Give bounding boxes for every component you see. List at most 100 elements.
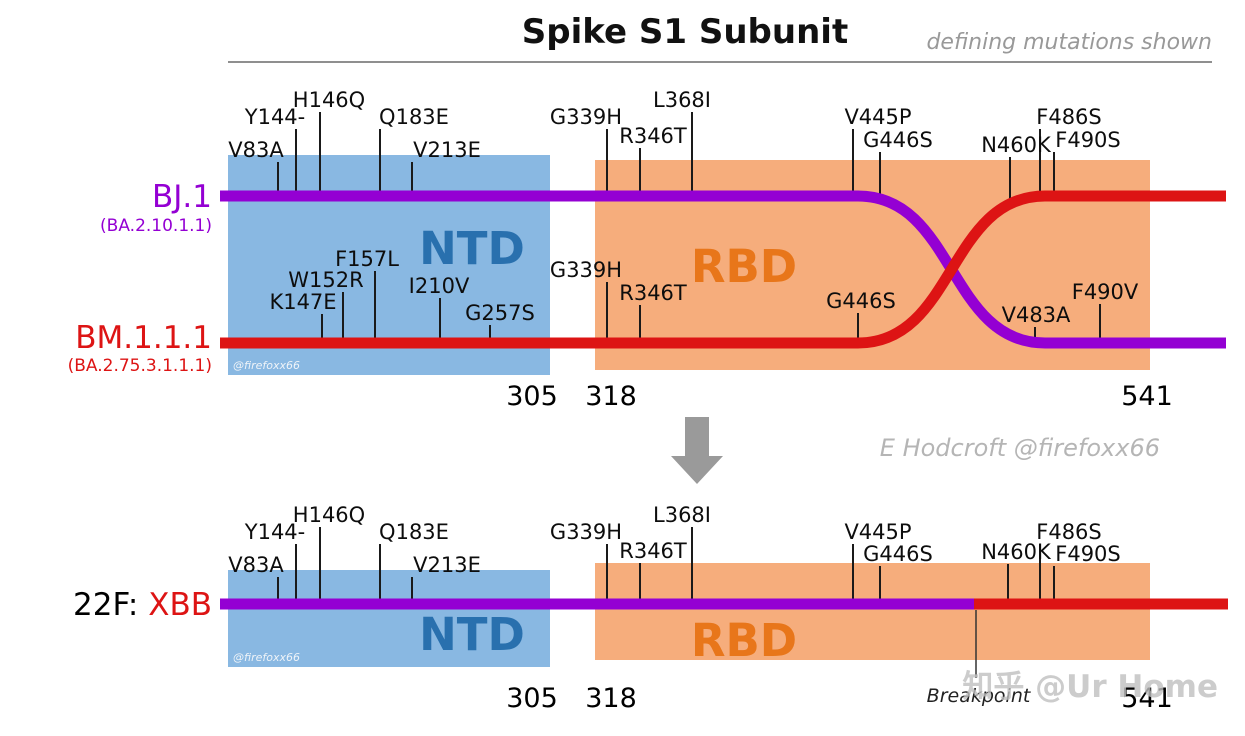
lineage-label-xbb: 22F: XBB [10, 587, 212, 623]
mutation-tick-n460k [1009, 157, 1011, 207]
mutation-label-v213e: V213E [413, 138, 481, 162]
axis-position-305: 305 [506, 683, 558, 714]
lineage-label-bm111: BM.1.1.1 [75, 320, 212, 356]
mutation-label-l368i: L368I [653, 88, 711, 112]
mutation-tick-f490s [1053, 566, 1055, 604]
mutation-tick-v213e [411, 162, 413, 196]
mutation-label-g339h: G339H [549, 520, 623, 544]
mutation-tick-w152r [342, 292, 344, 343]
mutation-tick-h146q [319, 527, 321, 604]
mutation-label-q183e: Q183E [379, 105, 449, 129]
mutation-label-r346t: R346T [619, 124, 687, 148]
mutation-tick-g257s [489, 325, 491, 343]
mutation-tick-g339h [606, 129, 608, 196]
axis-position-305: 305 [506, 381, 558, 412]
mutation-tick-r346t [639, 563, 641, 604]
lineage-label-bj1: BJ.1 [152, 179, 212, 215]
mutation-label-f157l: F157L [335, 247, 399, 271]
mutation-label-q183e: Q183E [379, 520, 449, 544]
lineage-clade-bm111: (BA.2.75.3.1.1.1) [67, 356, 212, 376]
mutation-label-g339h: G339H [549, 258, 623, 282]
axis-position-541: 541 [1121, 683, 1173, 714]
clade-prefix: 22F: [73, 587, 149, 623]
mutation-tick-f490v [1099, 304, 1101, 343]
variant-name: XBB [148, 587, 212, 623]
mutation-label-f490v: F490V [1071, 280, 1139, 304]
mutation-label-f486s: F486S [1036, 105, 1102, 129]
breakpoint-label: Breakpoint [926, 685, 1031, 707]
ntd-label-top: NTD [419, 222, 525, 275]
mutation-label-h146q: H146Q [292, 88, 366, 112]
mutation-label-i210v: I210V [408, 274, 470, 298]
mutation-tick-g446s [857, 313, 859, 343]
site-watermark: 知乎 @Ur Home [962, 669, 1218, 705]
mutation-label-v483a: V483A [1001, 303, 1071, 327]
mutation-tick-r346t [639, 305, 641, 343]
ntd-label-bottom: NTD [419, 608, 525, 661]
mutation-label-f486s: F486S [1036, 520, 1102, 544]
mutation-label-n460k: N460K [981, 133, 1051, 157]
mutation-label-k147e: K147E [269, 290, 337, 314]
mutation-tick-v83a [277, 162, 279, 196]
mutation-tick-v483a [1034, 327, 1036, 343]
mutation-label-v445p: V445P [844, 520, 912, 544]
mutation-label-l368i: L368I [653, 503, 711, 527]
mutation-label-g446s: G446S [826, 289, 896, 313]
mutation-label-v83a: V83A [228, 138, 284, 162]
mutation-label-y144-: Y144- [244, 105, 306, 129]
mutation-label-n460k: N460K [981, 540, 1051, 564]
mutation-tick-v213e [411, 577, 413, 604]
mutation-label-h146q: H146Q [292, 503, 366, 527]
ntd-region-box-bottom [228, 570, 550, 667]
rbd-region-box-bottom [595, 563, 1150, 660]
axis-position-318: 318 [585, 683, 637, 714]
mutation-tick-q183e [379, 544, 381, 604]
mutation-label-v445p: V445P [844, 105, 912, 129]
mutation-label-g446s: G446S [863, 128, 933, 152]
mutation-label-r346t: R346T [619, 281, 687, 305]
page-title: Spike S1 Subunit [521, 12, 849, 52]
mutation-tick-f486s [1039, 129, 1041, 196]
axis-position-318: 318 [585, 381, 637, 412]
attribution-tag-bottom: @firefoxx66 [233, 651, 301, 664]
mutation-label-r346t: R346T [619, 539, 687, 563]
lineage-clade-bj1: (BA.2.10.1.1) [100, 216, 212, 236]
mutation-label-g339h: G339H [549, 105, 623, 129]
mutation-tick-l368i [691, 112, 693, 196]
attribution-tag-top: @firefoxx66 [233, 359, 301, 372]
mutation-tick-l368i [691, 527, 693, 604]
mutation-label-v83a: V83A [228, 553, 284, 577]
axis-position-541: 541 [1121, 381, 1173, 412]
mutation-tick-v83a [277, 577, 279, 604]
mutation-tick-y144- [295, 544, 297, 604]
mutation-label-f490s: F490S [1055, 542, 1121, 566]
mutation-label-w152r: W152R [288, 268, 364, 292]
subtitle: defining mutations shown [926, 30, 1212, 55]
mutation-tick-n460k [1007, 564, 1009, 604]
mutation-tick-y144- [295, 129, 297, 196]
mutation-tick-v445p [852, 129, 854, 196]
mutation-tick-g446s [879, 152, 881, 196]
mutation-label-g446s: G446S [863, 542, 933, 566]
mutation-tick-g339h [606, 282, 608, 343]
mutation-label-f490s: F490S [1055, 128, 1121, 152]
mutation-tick-v445p [852, 544, 854, 604]
mutation-tick-i210v [439, 298, 441, 343]
mutation-tick-f490s [1053, 152, 1055, 196]
mutation-tick-g339h [606, 544, 608, 604]
mutation-tick-h146q [319, 112, 321, 196]
mutation-label-g257s: G257S [465, 301, 535, 325]
mutation-label-v213e: V213E [413, 553, 481, 577]
rbd-label-top: RBD [690, 240, 798, 293]
header-rule [228, 61, 1212, 63]
mutation-tick-r346t [639, 148, 641, 196]
rbd-label-bottom: RBD [690, 614, 798, 667]
mutation-tick-k147e [321, 314, 323, 343]
mutation-tick-q183e [379, 129, 381, 196]
mutation-label-y144-: Y144- [244, 520, 306, 544]
author-credit: E Hodcroft @firefoxx66 [879, 434, 1160, 462]
mutation-tick-g446s [879, 566, 881, 604]
mutation-tick-f157l [374, 271, 376, 343]
mutation-tick-f486s [1039, 544, 1041, 604]
